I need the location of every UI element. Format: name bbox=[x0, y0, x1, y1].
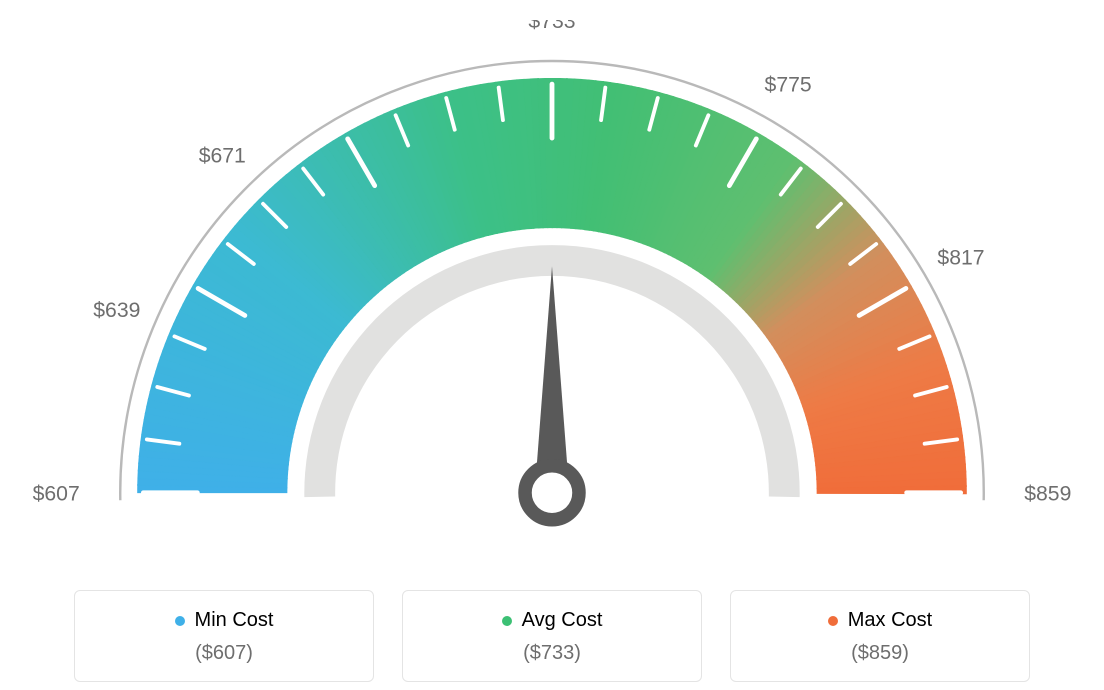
legend-card-min: Min Cost ($607) bbox=[74, 590, 374, 682]
cost-gauge: $607 $639 $671 $733 $775 $817 $859 bbox=[20, 20, 1084, 580]
gauge-chart-container: $607 $639 $671 $733 $775 $817 $859 Min Cost ($… bbox=[0, 0, 1104, 690]
legend-dot-max bbox=[828, 616, 838, 626]
legend-row: Min Cost ($607) Avg Cost ($733) Max Cost… bbox=[20, 590, 1084, 682]
tick-label: $607 bbox=[33, 482, 80, 505]
legend-title-max: Max Cost bbox=[828, 609, 932, 632]
legend-title-min: Min Cost bbox=[175, 609, 274, 632]
gauge-area: $607 $639 $671 $733 $775 $817 $859 bbox=[20, 20, 1084, 580]
legend-card-max: Max Cost ($859) bbox=[730, 590, 1030, 682]
legend-value-min: ($607) bbox=[85, 642, 363, 665]
legend-title-avg: Avg Cost bbox=[502, 609, 603, 632]
legend-value-avg: ($733) bbox=[413, 642, 691, 665]
gauge-needle-hub bbox=[525, 466, 579, 520]
legend-label-min: Min Cost bbox=[195, 609, 274, 632]
legend-dot-avg bbox=[502, 616, 512, 626]
tick-label: $775 bbox=[765, 73, 812, 96]
tick-label: $639 bbox=[93, 299, 140, 322]
legend-dot-min bbox=[175, 616, 185, 626]
legend-label-max: Max Cost bbox=[848, 609, 932, 632]
tick-label: $817 bbox=[937, 246, 984, 269]
legend-card-avg: Avg Cost ($733) bbox=[402, 590, 702, 682]
tick-label: $733 bbox=[528, 20, 575, 33]
legend-value-max: ($859) bbox=[741, 642, 1019, 665]
tick-label: $671 bbox=[199, 144, 246, 167]
legend-label-avg: Avg Cost bbox=[522, 609, 603, 632]
tick-label: $859 bbox=[1024, 482, 1071, 505]
